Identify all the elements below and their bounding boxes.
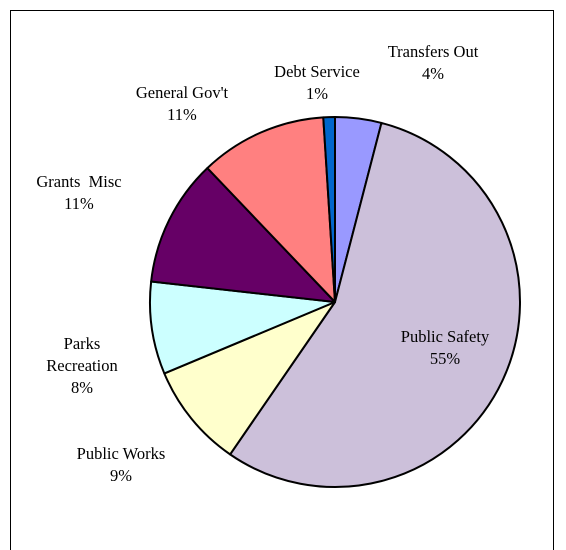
label-public-works-pct: 9% — [110, 466, 132, 485]
label-public-works: Public Works 9% — [77, 444, 166, 485]
label-debt-service-pct: 1% — [306, 84, 328, 103]
label-public-safety-pct: 55% — [430, 349, 461, 368]
label-public-works-name: Public Works — [77, 444, 166, 463]
label-grants-misc: Grants Misc 11% — [36, 172, 121, 213]
pie-slice-public-safety — [229, 121, 521, 488]
label-transfers-out-name: Transfers Out — [388, 42, 479, 61]
label-general-govt: General Gov't 11% — [136, 83, 229, 124]
label-parks-recreation: Parks Recreation 8% — [46, 334, 117, 397]
label-public-safety: Public Safety 55% — [401, 327, 490, 368]
label-grants-misc-name: Grants Misc — [36, 172, 121, 191]
label-transfers-out-pct: 4% — [422, 64, 444, 83]
label-grants-misc-pct: 11% — [64, 194, 94, 213]
label-debt-service: Debt Service 1% — [274, 62, 360, 103]
label-parks-recreation-name2: Recreation — [46, 356, 117, 375]
label-debt-service-name: Debt Service — [274, 62, 360, 81]
label-general-govt-pct: 11% — [167, 105, 197, 124]
pie-slices — [148, 115, 521, 488]
pie-slice-general-gov-t — [206, 116, 336, 303]
label-parks-recreation-pct: 8% — [71, 378, 93, 397]
label-transfers-out: Transfers Out 4% — [388, 42, 479, 83]
pie-slice-parks — [148, 280, 336, 375]
label-parks-recreation-name: Parks — [64, 334, 101, 353]
label-public-safety-name: Public Safety — [401, 327, 490, 346]
label-general-govt-name: General Gov't — [136, 83, 229, 102]
pie-slice-debt-service — [322, 115, 336, 303]
pie-slice-grants-misc — [150, 167, 336, 303]
pie-slice-public-works — [163, 301, 336, 456]
